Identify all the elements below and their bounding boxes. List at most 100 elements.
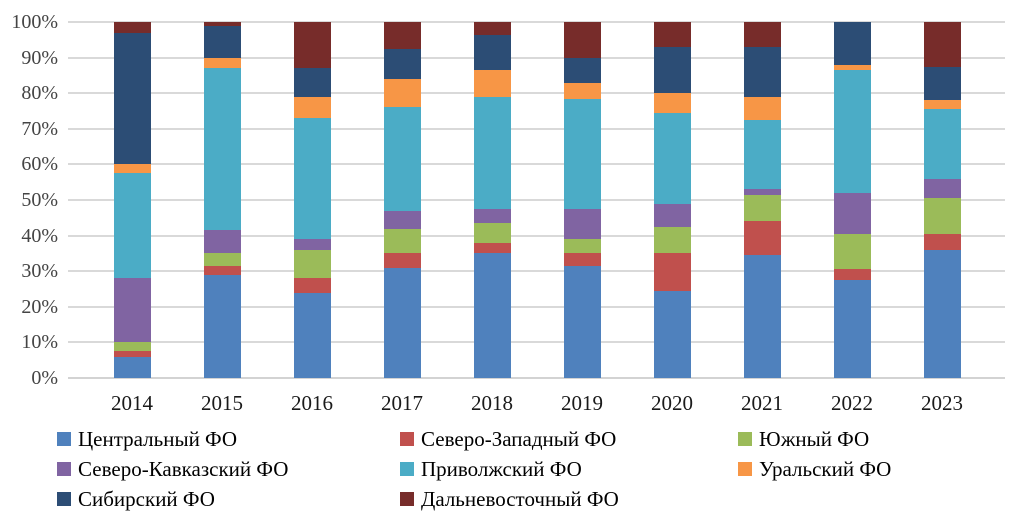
bar-2022 (833, 22, 871, 378)
bar-2020 (653, 22, 691, 378)
bar-segment-2019 (563, 57, 601, 83)
bar-segment-2016 (293, 96, 331, 119)
bar-segment-2022 (833, 70, 871, 193)
y-tick-label-90%: 90% (21, 46, 58, 69)
gridline-10% (68, 341, 1005, 344)
bar-segment-2019 (563, 22, 601, 58)
gridline-20% (68, 305, 1005, 308)
bar-segment-2017 (383, 22, 421, 49)
bar-segment-2020 (653, 93, 691, 113)
x-tick-label-2015: 2015 (201, 391, 243, 415)
bar-segment-2017 (383, 228, 421, 254)
bar-segment-2016 (293, 118, 331, 240)
legend-marker-icon (400, 432, 414, 446)
plot-area (68, 21, 1005, 379)
bar-segment-2016 (293, 292, 331, 378)
bar-segment-2015 (203, 265, 241, 275)
bar-2023 (923, 22, 961, 378)
bar-segment-2019 (563, 98, 601, 209)
bar-segment-2014 (113, 278, 151, 343)
bar-segment-2018 (473, 253, 511, 378)
gridline-60% (68, 163, 1005, 166)
bar-segment-2023 (923, 100, 961, 110)
bar-segment-2016 (293, 22, 331, 69)
bar-segment-2014 (113, 356, 151, 378)
legend-label: Южный ФО (759, 426, 870, 451)
bar-segment-2015 (203, 68, 241, 231)
legend-item: Южный ФО (738, 427, 1005, 452)
x-tick-label-2016: 2016 (291, 391, 333, 415)
bar-segment-2015 (203, 274, 241, 378)
legend-marker-icon (738, 432, 752, 446)
bar-segment-2020 (653, 253, 691, 291)
legend-marker-icon (400, 492, 414, 506)
legend: Центральный ФО Северо-Западный ФО Южный ФО… (57, 424, 1005, 514)
bar-segment-2018 (473, 96, 511, 209)
legend-label: Северо-Западный ФО (421, 426, 617, 451)
bar-segment-2021 (743, 47, 781, 97)
bar-segment-2023 (923, 249, 961, 378)
bar-segment-2020 (653, 112, 691, 204)
y-tick-label-80%: 80% (21, 82, 58, 105)
bar-segment-2015 (203, 25, 241, 58)
bar-segment-2018 (473, 242, 511, 254)
gridline-40% (68, 234, 1005, 237)
bar-segment-2017 (383, 210, 421, 229)
y-tick-label-30%: 30% (21, 260, 58, 283)
gridline-50% (68, 199, 1005, 201)
legend-item: Северо-Кавказский ФО (57, 457, 400, 482)
bar-segment-2017 (383, 267, 421, 378)
bar-segment-2014 (113, 164, 151, 174)
legend-label: Дальневосточный ФО (421, 486, 619, 511)
bar-segment-2017 (383, 79, 421, 108)
legend-label: Приволжский ФО (421, 456, 582, 481)
bar-segment-2023 (923, 233, 961, 250)
bar-segment-2020 (653, 226, 691, 254)
bar-2014 (113, 22, 151, 378)
legend-marker-icon (400, 462, 414, 476)
legend-label: Сибирский ФО (78, 486, 215, 511)
bar-segment-2021 (743, 119, 781, 190)
gridline-90% (68, 56, 1005, 59)
legend-item: Приволжский ФО (400, 457, 738, 482)
y-tick-label-0%: 0% (31, 367, 58, 389)
legend-label: Центральный ФО (78, 426, 238, 451)
bar-segment-2014 (113, 173, 151, 279)
bar-2017 (383, 22, 421, 378)
x-tick-label-2019: 2019 (561, 391, 603, 415)
bar-segment-2021 (743, 255, 781, 378)
bar-segment-2023 (923, 22, 961, 67)
bar-segment-2015 (203, 230, 241, 254)
y-tick-label-60%: 60% (21, 153, 58, 176)
bar-segment-2021 (743, 221, 781, 256)
bar-segment-2020 (653, 22, 691, 47)
bar-segment-2021 (743, 194, 781, 222)
legend-label: Уральский ФО (759, 456, 892, 481)
gridline-80% (68, 92, 1005, 95)
bar-segment-2022 (833, 192, 871, 234)
bar-segment-2022 (833, 233, 871, 270)
bar-segment-2020 (653, 290, 691, 378)
bar-segment-2014 (113, 22, 151, 33)
bar-2019 (563, 22, 601, 378)
bar-segment-2020 (653, 203, 691, 227)
bar-segment-2023 (923, 109, 961, 179)
bar-segment-2023 (923, 178, 961, 199)
y-tick-label-20%: 20% (21, 295, 58, 318)
gridline-30% (68, 270, 1005, 273)
bar-segment-2019 (563, 265, 601, 378)
legend-item: Центральный ФО (57, 427, 400, 452)
legend-label: Северо-Кавказский ФО (78, 456, 289, 481)
legend-item: Сибирский ФО (57, 487, 400, 512)
legend-marker-icon (57, 462, 71, 476)
bar-segment-2019 (563, 253, 601, 266)
x-tick-label-2018: 2018 (471, 391, 513, 415)
bar-segment-2022 (833, 64, 871, 71)
bar-segment-2021 (743, 96, 781, 120)
bar-segment-2016 (293, 278, 331, 293)
y-tick-label-10%: 10% (21, 331, 58, 354)
bar-segment-2018 (473, 223, 511, 243)
bar-segment-2016 (293, 239, 331, 250)
x-axis-line (68, 377, 1005, 379)
